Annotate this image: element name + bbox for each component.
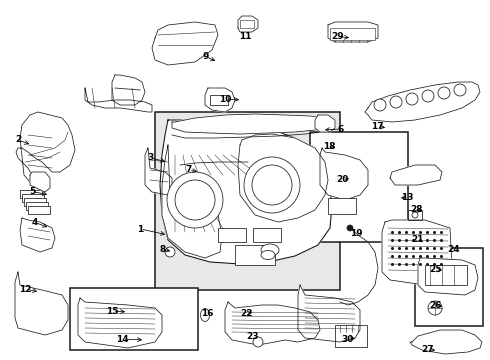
Text: 3: 3 [147,153,153,162]
Bar [22,194,44,202]
Text: 2: 2 [15,135,21,144]
Text: 30: 30 [342,334,354,343]
Polygon shape [78,298,162,348]
Circle shape [244,157,300,213]
Circle shape [390,96,402,108]
Polygon shape [160,120,332,264]
Bar [218,228,246,242]
Circle shape [374,99,386,111]
Text: 16: 16 [201,309,214,318]
Circle shape [422,90,434,102]
Bar [415,248,483,326]
Bar [335,325,367,347]
Text: 19: 19 [350,229,363,238]
Text: 26: 26 [429,302,442,310]
Polygon shape [238,16,258,32]
Text: 24: 24 [447,244,460,253]
Polygon shape [162,145,222,258]
Bar [28,206,50,214]
Polygon shape [225,302,320,345]
Text: 25: 25 [429,266,442,274]
Polygon shape [112,75,145,105]
Circle shape [406,93,418,105]
Text: 14: 14 [116,334,129,343]
Polygon shape [320,148,368,200]
Circle shape [347,225,353,231]
Polygon shape [365,82,480,122]
Bar [20,190,42,198]
Circle shape [412,212,418,218]
Ellipse shape [261,244,279,256]
Bar [253,228,281,242]
Polygon shape [315,115,335,132]
Text: 4: 4 [32,218,38,227]
Text: 11: 11 [239,32,251,41]
Text: 10: 10 [219,94,231,104]
Bar [210,95,228,105]
Polygon shape [298,285,360,342]
Text: 12: 12 [19,284,31,293]
Text: 21: 21 [411,235,424,244]
Bar [235,245,275,265]
Bar [24,198,46,206]
Polygon shape [85,88,152,112]
Text: 6: 6 [338,125,344,134]
Polygon shape [20,218,55,252]
Circle shape [428,301,442,315]
Polygon shape [328,22,378,42]
Text: 20: 20 [336,175,349,184]
Bar [240,20,254,28]
Polygon shape [152,22,218,65]
Ellipse shape [261,251,275,260]
Polygon shape [145,148,172,195]
Text: 5: 5 [29,187,35,196]
Polygon shape [172,114,328,134]
Text: 18: 18 [323,142,335,151]
Polygon shape [418,258,478,295]
Text: 28: 28 [410,206,422,215]
Ellipse shape [200,309,210,321]
Circle shape [175,180,215,220]
Bar [408,210,422,220]
Circle shape [454,84,466,96]
Circle shape [167,172,223,228]
Bar [155,112,340,290]
Bar [425,265,467,285]
Text: 1: 1 [137,225,144,234]
Circle shape [252,165,292,205]
Text: 9: 9 [202,52,209,61]
Text: 27: 27 [422,346,434,355]
Polygon shape [205,88,235,112]
Text: 15: 15 [106,306,119,315]
Circle shape [253,337,263,347]
Polygon shape [30,172,50,192]
Bar [310,132,408,242]
Text: 23: 23 [246,332,259,341]
Polygon shape [410,330,482,354]
Bar [330,28,375,40]
Text: 29: 29 [331,32,344,41]
Polygon shape [390,165,442,185]
Bar [26,202,48,210]
Polygon shape [238,134,328,222]
Circle shape [165,247,175,257]
Polygon shape [15,272,68,335]
Text: 13: 13 [401,193,414,202]
Bar [328,198,356,214]
Text: 7: 7 [186,166,192,175]
Text: 8: 8 [159,244,166,253]
Circle shape [438,87,450,99]
Polygon shape [382,220,452,285]
Bar [70,288,198,350]
Text: 17: 17 [371,122,384,131]
Text: 22: 22 [240,309,252,318]
Polygon shape [16,112,75,182]
